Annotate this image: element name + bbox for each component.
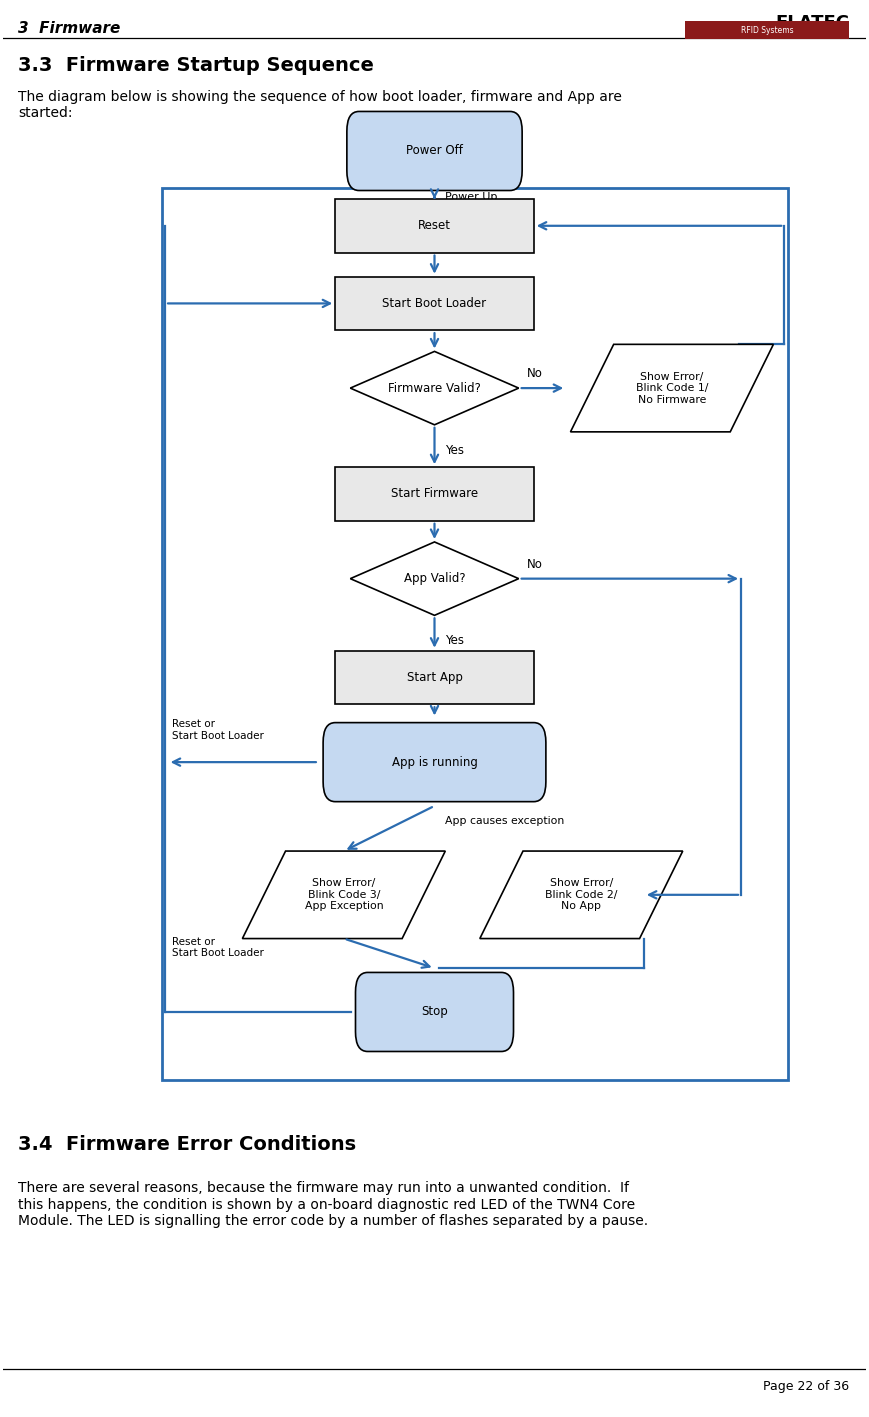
Text: Start Boot Loader: Start Boot Loader (382, 298, 487, 310)
Text: Reset or
Start Boot Loader: Reset or Start Boot Loader (172, 937, 264, 958)
Polygon shape (350, 541, 519, 615)
Polygon shape (242, 852, 445, 938)
FancyBboxPatch shape (355, 972, 514, 1051)
Text: Power Off: Power Off (406, 145, 463, 157)
Polygon shape (350, 351, 519, 425)
Text: Show Error/
Blink Code 1/
No Firmware: Show Error/ Blink Code 1/ No Firmware (636, 371, 708, 405)
Text: No: No (527, 558, 543, 571)
FancyBboxPatch shape (685, 21, 849, 40)
Text: The diagram below is showing the sequence of how boot loader, firmware and App a: The diagram below is showing the sequenc… (18, 91, 622, 120)
Text: Reset: Reset (418, 220, 451, 232)
Text: Yes: Yes (445, 635, 464, 648)
Text: Start App: Start App (407, 670, 462, 684)
Text: Yes: Yes (445, 444, 464, 456)
Text: There are several reasons, because the firmware may run into a unwanted conditio: There are several reasons, because the f… (18, 1182, 648, 1227)
Text: App Valid?: App Valid? (404, 572, 465, 585)
Text: ELATEC: ELATEC (775, 14, 849, 33)
Text: Reset or
Start Boot Loader: Reset or Start Boot Loader (172, 720, 264, 741)
Text: Show Error/
Blink Code 2/
No App: Show Error/ Blink Code 2/ No App (545, 879, 618, 911)
Text: Page 22 of 36: Page 22 of 36 (763, 1380, 849, 1393)
Text: RFID Systems: RFID Systems (740, 26, 793, 35)
Text: 3.4  Firmware Error Conditions: 3.4 Firmware Error Conditions (18, 1135, 356, 1153)
Polygon shape (480, 852, 683, 938)
FancyBboxPatch shape (335, 276, 534, 330)
Text: No: No (527, 367, 543, 381)
Text: App is running: App is running (392, 755, 477, 768)
Text: 3  Firmware: 3 Firmware (18, 21, 121, 35)
Text: 3.3  Firmware Startup Sequence: 3.3 Firmware Startup Sequence (18, 57, 375, 75)
FancyBboxPatch shape (335, 198, 534, 252)
Text: Show Error/
Blink Code 3/
App Exception: Show Error/ Blink Code 3/ App Exception (304, 879, 383, 911)
Text: Power Up: Power Up (445, 191, 497, 201)
FancyBboxPatch shape (347, 112, 522, 190)
Text: Start Firmware: Start Firmware (391, 487, 478, 500)
Polygon shape (570, 344, 773, 432)
Text: Firmware Valid?: Firmware Valid? (388, 381, 481, 394)
FancyBboxPatch shape (323, 723, 546, 802)
FancyBboxPatch shape (335, 468, 534, 521)
Text: Stop: Stop (421, 1006, 448, 1019)
Text: App causes exception: App causes exception (445, 816, 564, 826)
FancyBboxPatch shape (335, 650, 534, 704)
